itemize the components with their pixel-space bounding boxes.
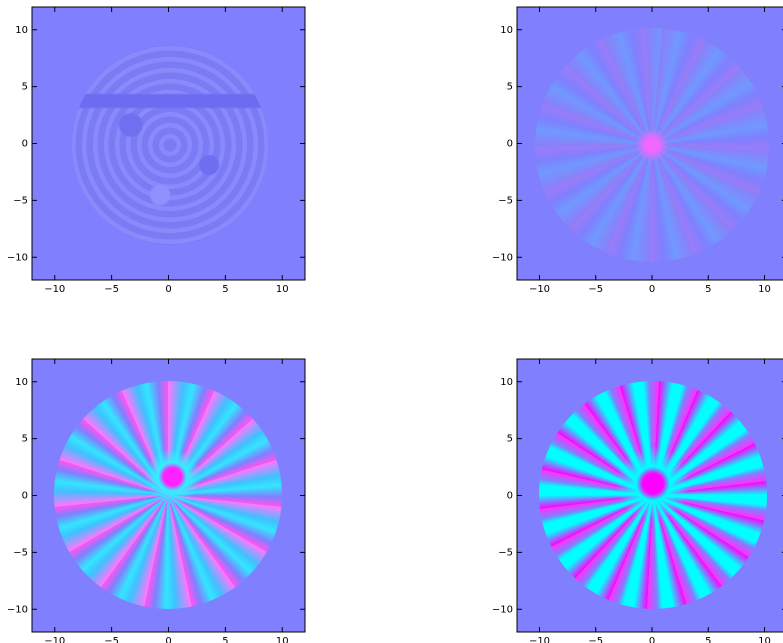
x-tick-label: 5 bbox=[222, 636, 228, 643]
image-disc bbox=[539, 381, 767, 609]
y-tick-label: −5 bbox=[498, 547, 513, 558]
x-tick-label: 10 bbox=[276, 284, 289, 295]
y-tick-label: −5 bbox=[13, 547, 28, 558]
y-tick-label: 10 bbox=[500, 25, 513, 36]
image-disc bbox=[535, 28, 769, 262]
x-tick-label: 10 bbox=[276, 636, 289, 643]
x-tick-label: −5 bbox=[588, 636, 603, 643]
plot-frame bbox=[31, 6, 306, 281]
y-tick-label: 5 bbox=[22, 82, 28, 93]
x-tick-label: 0 bbox=[649, 636, 655, 643]
y-tick-label: 0 bbox=[22, 491, 28, 502]
x-tick-label: 5 bbox=[222, 284, 228, 295]
x-tick-label: 5 bbox=[705, 636, 711, 643]
plot-frame bbox=[516, 358, 783, 633]
y-tick-label: −10 bbox=[7, 252, 28, 263]
y-tick-label: 5 bbox=[22, 434, 28, 445]
plot-frame bbox=[31, 358, 306, 633]
x-tick-label: −5 bbox=[104, 284, 119, 295]
plot-frame bbox=[516, 6, 783, 281]
x-tick-label: 10 bbox=[758, 284, 771, 295]
y-tick-label: 0 bbox=[507, 491, 513, 502]
image-disc bbox=[72, 45, 268, 245]
x-tick-label: 10 bbox=[758, 636, 771, 643]
x-tick-label: −10 bbox=[44, 636, 65, 643]
image-disc bbox=[54, 381, 282, 609]
x-tick-label: −10 bbox=[529, 636, 550, 643]
x-tick-label: 0 bbox=[165, 284, 171, 295]
y-tick-label: 10 bbox=[500, 377, 513, 388]
y-tick-label: 0 bbox=[507, 139, 513, 150]
y-tick-label: −10 bbox=[7, 604, 28, 615]
x-tick-label: 0 bbox=[649, 284, 655, 295]
x-tick-label: −5 bbox=[104, 636, 119, 643]
x-tick-label: 0 bbox=[165, 636, 171, 643]
y-tick-label: −10 bbox=[492, 604, 513, 615]
x-tick-label: −5 bbox=[588, 284, 603, 295]
x-tick-label: 5 bbox=[705, 284, 711, 295]
y-tick-label: −5 bbox=[13, 195, 28, 206]
y-tick-label: −5 bbox=[498, 195, 513, 206]
x-tick-label: −10 bbox=[529, 284, 550, 295]
y-tick-label: 5 bbox=[507, 82, 513, 93]
y-tick-label: 5 bbox=[507, 434, 513, 445]
y-tick-label: 10 bbox=[15, 377, 28, 388]
y-tick-label: 10 bbox=[15, 25, 28, 36]
y-tick-label: −10 bbox=[492, 252, 513, 263]
y-tick-label: 0 bbox=[22, 139, 28, 150]
x-tick-label: −10 bbox=[44, 284, 65, 295]
